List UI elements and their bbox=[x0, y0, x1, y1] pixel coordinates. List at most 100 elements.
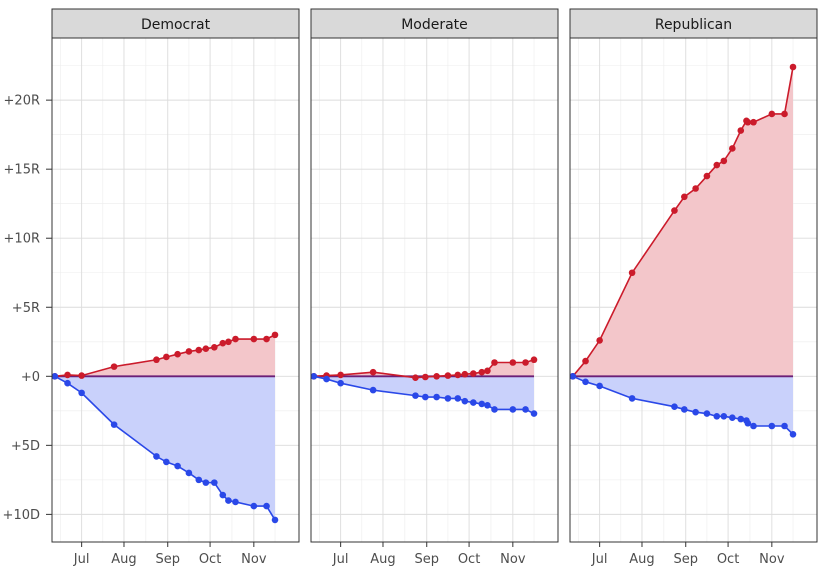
blue-area bbox=[54, 376, 276, 520]
blue-data-point bbox=[781, 422, 788, 430]
red-data-point bbox=[153, 356, 160, 364]
red-data-point bbox=[211, 344, 218, 351]
blue-data-point bbox=[470, 399, 477, 406]
red-data-point bbox=[369, 368, 377, 376]
red-data-point bbox=[422, 373, 429, 381]
blue-data-point bbox=[737, 415, 745, 423]
blue-data-point bbox=[509, 406, 517, 413]
red-data-point bbox=[713, 161, 721, 169]
panel-strip-label: Democrat bbox=[141, 17, 211, 33]
red-data-point bbox=[64, 371, 71, 379]
y-tick-label: +10R bbox=[4, 232, 40, 247]
blue-data-point bbox=[454, 395, 462, 402]
blue-data-point bbox=[461, 397, 469, 405]
blue-data-point bbox=[263, 502, 270, 510]
x-tick-label: Jul bbox=[591, 552, 608, 567]
red-data-point bbox=[185, 348, 193, 355]
red-data-point bbox=[781, 110, 788, 118]
x-tick-label: Oct bbox=[199, 552, 221, 567]
red-data-point bbox=[628, 269, 636, 277]
blue-data-point bbox=[729, 414, 736, 422]
x-tick-label: Jul bbox=[332, 552, 349, 567]
panel-background bbox=[311, 38, 558, 542]
blue-data-point bbox=[444, 395, 452, 402]
blue-data-point bbox=[211, 479, 218, 486]
blue-data-point bbox=[768, 422, 776, 430]
y-tick-label: +15R bbox=[4, 163, 40, 178]
x-tick-label: Aug bbox=[629, 552, 654, 567]
x-tick-label: Sep bbox=[155, 552, 180, 567]
blue-area bbox=[572, 376, 794, 435]
red-data-point bbox=[454, 371, 462, 379]
y-tick-label: +5D bbox=[11, 439, 40, 454]
y-tick-label: +0 bbox=[21, 370, 40, 385]
y-tick-label: +10D bbox=[3, 508, 40, 523]
panel-border bbox=[569, 37, 818, 543]
red-data-point bbox=[337, 371, 344, 379]
blue-data-point bbox=[713, 413, 721, 420]
panel-strip-label: Moderate bbox=[401, 17, 468, 33]
panel-democrat: Democrat Jul Aug Sep Oct Nov bbox=[51, 8, 300, 567]
x-tick-label: Nov bbox=[759, 552, 785, 567]
x-tick-label: Nov bbox=[241, 552, 267, 567]
red-data-point bbox=[433, 373, 440, 380]
red-data-point bbox=[737, 127, 745, 134]
x-tick-label: Oct bbox=[458, 552, 480, 567]
panel-border bbox=[51, 37, 300, 543]
blue-data-point bbox=[219, 491, 227, 499]
red-area bbox=[572, 66, 794, 377]
red-data-point bbox=[225, 338, 232, 346]
blue-data-point bbox=[310, 373, 318, 380]
red-data-point bbox=[232, 335, 239, 343]
red-data-point bbox=[671, 207, 678, 214]
red-data-point bbox=[195, 346, 203, 354]
blue-data-point bbox=[478, 400, 486, 408]
blue-data-point bbox=[202, 479, 210, 486]
red-data-point bbox=[596, 337, 603, 344]
red-data-point bbox=[750, 118, 757, 126]
red-data-point bbox=[271, 331, 279, 339]
red-data-point bbox=[412, 374, 419, 381]
blue-data-point bbox=[789, 430, 797, 438]
blue-data-point bbox=[703, 410, 711, 417]
blue-data-point bbox=[163, 458, 170, 466]
red-data-point bbox=[582, 357, 589, 365]
blue-data-point bbox=[412, 392, 419, 399]
blue-data-point bbox=[569, 373, 577, 380]
blue-data-point bbox=[225, 497, 232, 504]
red-data-point bbox=[522, 359, 529, 366]
blue-data-point bbox=[185, 469, 193, 477]
x-tick-label: Nov bbox=[500, 552, 526, 567]
blue-data-point bbox=[323, 375, 330, 383]
red-data-point bbox=[530, 356, 538, 364]
red-data-point bbox=[461, 370, 469, 378]
blue-data-point bbox=[530, 410, 538, 417]
blue-data-point bbox=[744, 419, 752, 427]
blue-data-point bbox=[628, 395, 636, 402]
panel-moderate: Moderate Jul Aug Sep Oct Nov bbox=[310, 8, 559, 567]
red-data-point bbox=[720, 157, 728, 165]
blue-data-point bbox=[692, 408, 699, 416]
red-data-point bbox=[729, 145, 736, 152]
blue-data-point bbox=[491, 406, 498, 413]
red-data-point bbox=[219, 339, 227, 347]
blue-data-point bbox=[110, 421, 118, 428]
blue-data-point bbox=[671, 403, 678, 410]
blue-data-point bbox=[681, 406, 688, 413]
red-data-point bbox=[692, 185, 699, 192]
red-data-point bbox=[444, 372, 452, 379]
blue-data-point bbox=[337, 379, 344, 387]
blue-data-point bbox=[232, 498, 239, 506]
x-tick-label: Oct bbox=[717, 552, 739, 567]
red-data-point bbox=[250, 335, 258, 343]
blue-data-point bbox=[153, 453, 160, 460]
x-tick-label: Sep bbox=[414, 552, 439, 567]
blue-data-point bbox=[750, 422, 757, 430]
blue-data-point bbox=[582, 378, 589, 386]
red-data-point bbox=[703, 172, 711, 180]
red-data-point bbox=[174, 350, 181, 358]
blue-data-point bbox=[250, 502, 258, 510]
blue-data-point bbox=[433, 393, 440, 401]
red-data-point bbox=[202, 345, 210, 352]
